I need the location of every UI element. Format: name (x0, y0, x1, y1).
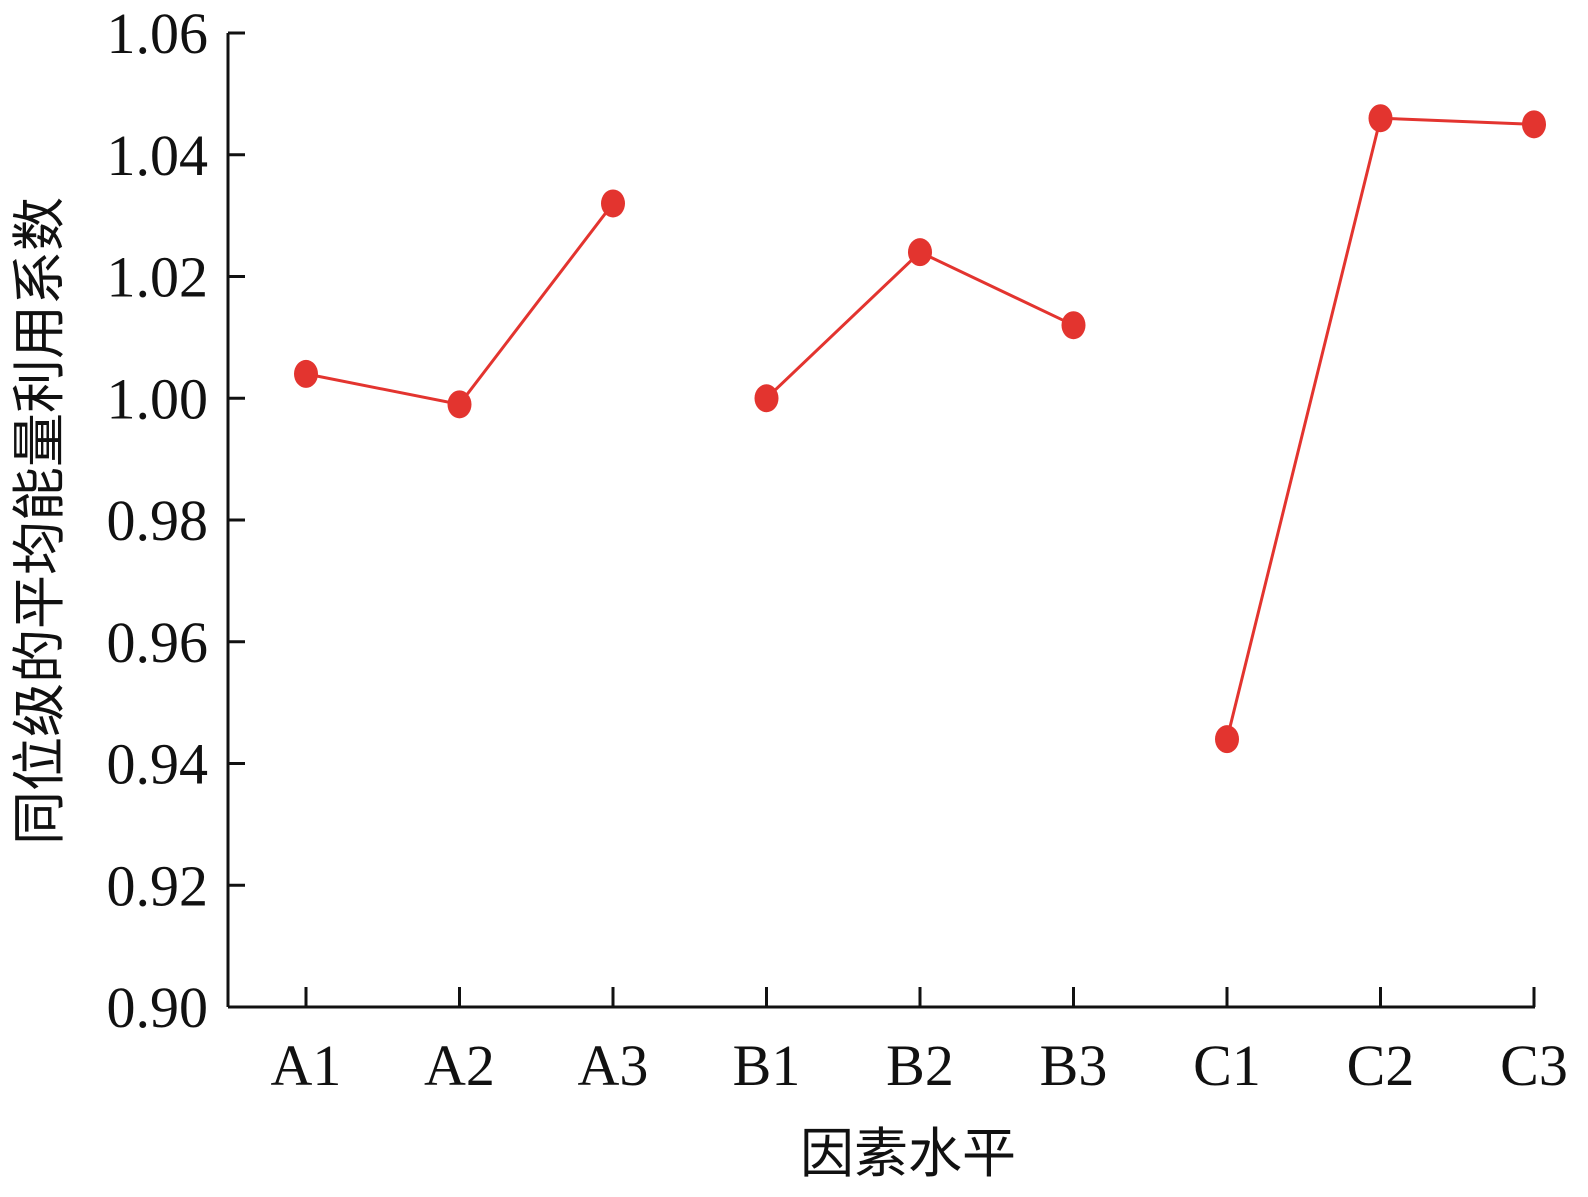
x-tick-label: A2 (424, 1033, 495, 1098)
data-point-B1 (754, 384, 779, 413)
y-axis-ticks: 0.90 0.92 0.94 0.96 0.98 1.00 1.02 1.04 1.06 (107, 1, 245, 1040)
y-tick-label: 1.04 (107, 123, 209, 188)
x-tick-label: B1 (733, 1033, 801, 1098)
data-point-C1 (1215, 725, 1239, 754)
x-axis-ticks: A1 A2 A3 B1 B2 B3 C1 C2 C3 (271, 987, 1568, 1098)
series-line-2 (765, 250, 1075, 400)
y-tick-label: 0.96 (107, 610, 209, 675)
y-axis-title: 同位级的平均能量利用系数 (8, 197, 71, 845)
y-tick-label: 1.00 (107, 366, 209, 431)
data-point-B2 (908, 238, 932, 267)
x-tick-label: B2 (886, 1033, 954, 1098)
x-tick-label: C1 (1193, 1033, 1261, 1098)
data-point-B3 (1061, 311, 1086, 340)
x-tick-label: C2 (1347, 1033, 1415, 1098)
series (294, 104, 1546, 754)
series-line-3 (1225, 116, 1535, 740)
y-tick-label: 1.02 (107, 245, 209, 310)
y-tick-label: 1.06 (107, 1, 209, 66)
data-point-A3 (601, 189, 625, 218)
x-tick-label: A3 (578, 1033, 649, 1098)
data-point-C2 (1368, 104, 1393, 133)
data-point-A2 (447, 390, 472, 419)
y-tick-label: 0.98 (107, 488, 209, 553)
x-tick-label: B3 (1040, 1033, 1108, 1098)
axes (226, 33, 1535, 1009)
y-tick-label: 0.92 (107, 853, 209, 918)
data-point-C3 (1522, 110, 1546, 139)
data-point-A1 (294, 359, 318, 388)
series-line-1 (305, 202, 615, 406)
x-tick-label: A1 (271, 1033, 342, 1098)
y-tick-label: 0.94 (107, 732, 209, 797)
y-tick-label: 0.90 (107, 975, 209, 1040)
x-tick-label: C3 (1500, 1033, 1568, 1098)
x-axis-title: 因素水平 (800, 1122, 1016, 1185)
